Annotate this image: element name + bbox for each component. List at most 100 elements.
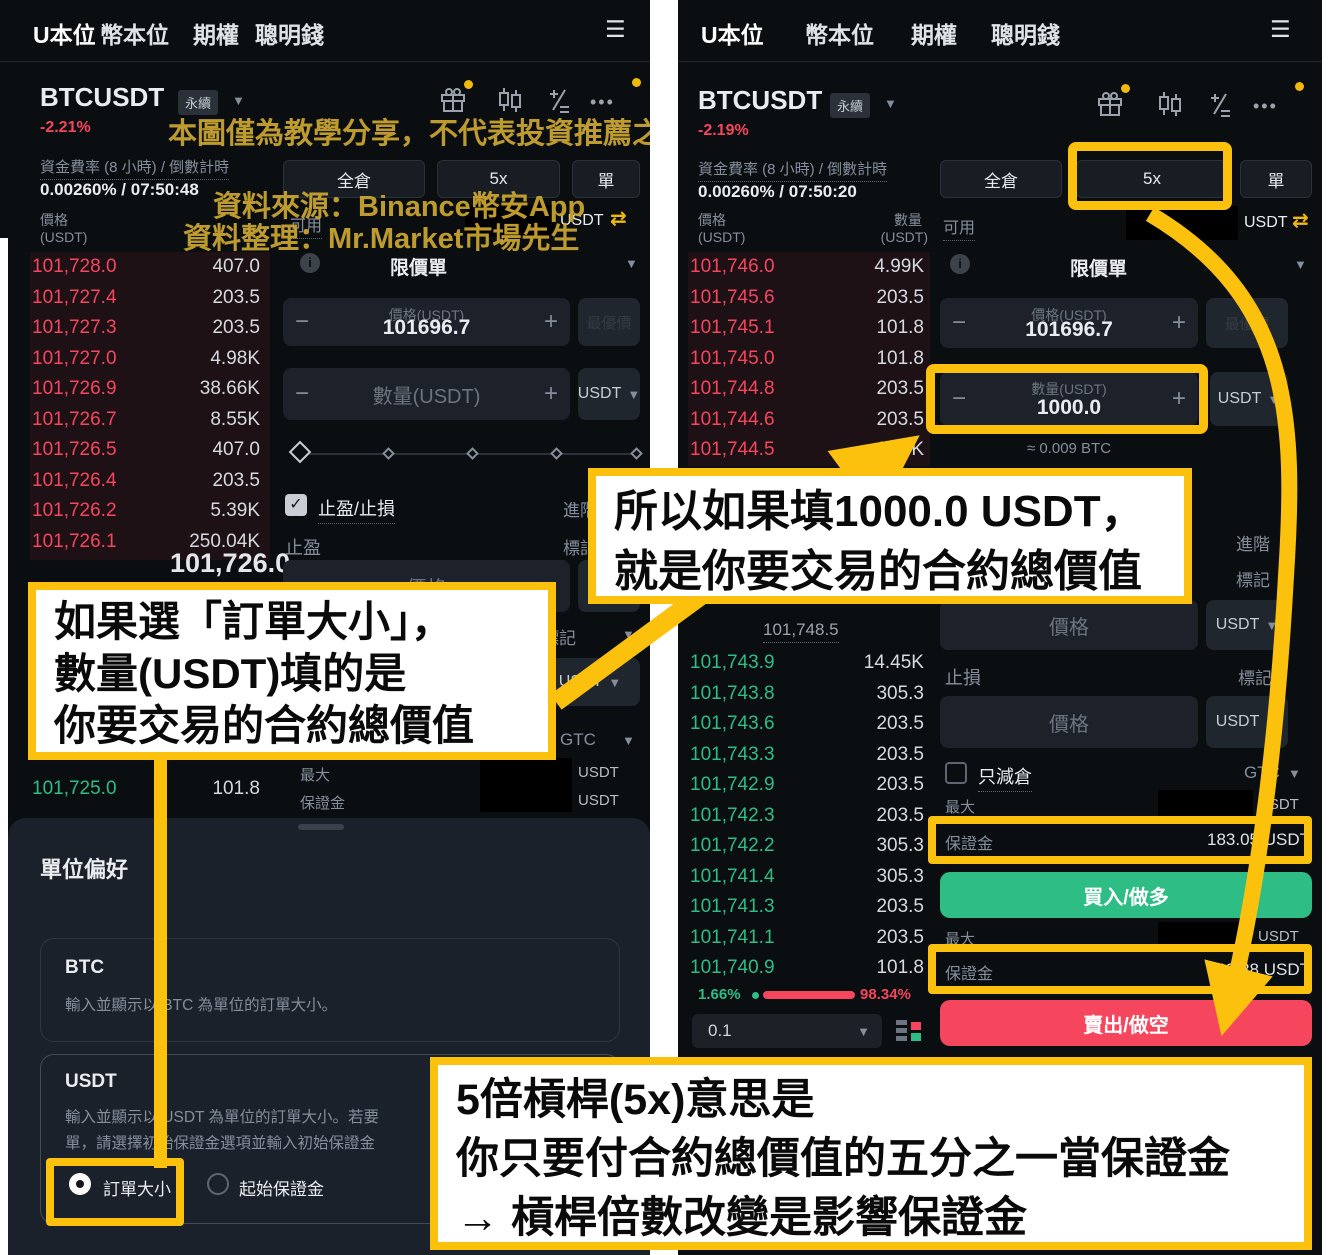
info-icon[interactable]: i <box>300 253 320 273</box>
sell-short-button[interactable]: 賣出/做空 <box>940 1000 1312 1046</box>
gift-icon[interactable] <box>438 86 468 119</box>
price-plus-button[interactable]: + <box>543 308 558 335</box>
tab-coin-m[interactable]: 幣本位 <box>805 22 874 48</box>
tab-smart-money[interactable]: 聰明錢 <box>991 22 1060 48</box>
gift-icon[interactable] <box>1095 90 1125 123</box>
tab-coin-m[interactable]: 幣本位 <box>100 22 169 48</box>
btc-option-card[interactable]: BTC 輸入並顯示以 BTC 為單位的訂單大小。 <box>40 938 620 1042</box>
ask-row[interactable]: 101,727.3 203.5 <box>32 317 260 339</box>
ask-row[interactable]: 101,726.2 5.39K <box>32 500 260 522</box>
slider-tick[interactable] <box>550 447 563 460</box>
margin-mode-button[interactable]: 全倉 <box>283 160 425 198</box>
tick-size-selector[interactable]: 0.1 ▼ <box>692 1014 882 1048</box>
reduce-only-checkbox[interactable] <box>945 762 967 784</box>
usdt-option-card[interactable]: USDT 輸入並顯示以 USDT 為單位的訂單大小。若要 單，請選擇初始保證金選… <box>40 1054 620 1224</box>
tab-usd-m[interactable]: U本位 <box>701 22 764 48</box>
bid-row[interactable]: 101,743.6 203.5 <box>690 713 924 735</box>
tp-mark-selector[interactable]: 標記 <box>1236 571 1270 590</box>
margin-buy-label[interactable]: 保證金 <box>945 830 994 857</box>
ask-row[interactable]: 101,727.0 4.98K <box>32 347 260 369</box>
price-input[interactable]: − 價格(USDT) 101696.7 + <box>940 298 1198 348</box>
ask-row[interactable]: 101,726.5 407.0 <box>32 439 260 461</box>
price-input[interactable]: − 價格(USDT) 101696.7 + <box>283 298 570 346</box>
ask-row[interactable]: 101,744.8 203.5 <box>690 378 924 400</box>
quantity-unit-selector[interactable]: USDT ▼ <box>578 368 640 420</box>
swap-icon[interactable]: ⇄ <box>610 208 627 230</box>
mark-price[interactable]: 101,748.5 <box>763 620 839 643</box>
ask-row[interactable]: 101,744.6 203.5 <box>690 408 924 430</box>
quantity-plus-button[interactable]: + <box>543 380 558 407</box>
symbol-title[interactable]: BTCUSDT <box>698 85 823 115</box>
quantity-input[interactable]: − 數量(USDT) + <box>283 368 570 420</box>
menu-icon[interactable]: ☰ <box>1270 16 1291 42</box>
ask-row[interactable]: 101,745.6 203.5 <box>690 286 924 308</box>
tab-smart-money[interactable]: 聰明錢 <box>255 22 324 48</box>
ask-row[interactable]: 101,746.0 4.99K <box>690 256 924 278</box>
tif-selector[interactable]: GTC <box>560 730 596 749</box>
last-price-button[interactable]: 最優價 <box>578 298 640 346</box>
order-size-radio-label[interactable]: 訂單大小 <box>103 1180 171 1199</box>
slider-tick[interactable] <box>382 447 395 460</box>
ask-row[interactable]: 101,726.9 38.66K <box>32 378 260 400</box>
tp-unit-selector[interactable]: USDT ▼ <box>1206 600 1288 650</box>
quantity-unit-selector[interactable]: USDT ▼ <box>1210 372 1288 426</box>
price-minus-button[interactable]: − <box>952 309 967 336</box>
bid-row[interactable]: 101,741.3 203.5 <box>690 896 924 918</box>
symbol-chevron-down-icon[interactable]: ▼ <box>232 93 245 108</box>
quantity-minus-button[interactable]: − <box>295 380 310 407</box>
more-icon[interactable]: ••• <box>590 92 615 112</box>
slider-tick[interactable] <box>630 447 643 460</box>
bid-row[interactable]: 101,740.9 101.8 <box>690 957 924 979</box>
margin-sell-label[interactable]: 保證金 <box>945 960 994 987</box>
modal-drag-handle[interactable] <box>298 824 344 830</box>
order-size-radio[interactable] <box>69 1173 91 1195</box>
ask-row[interactable]: 101,744.5 4.68K <box>690 439 924 461</box>
bid-row[interactable]: 101,743.3 203.5 <box>690 743 924 765</box>
initial-margin-radio[interactable] <box>207 1173 229 1195</box>
ask-row[interactable]: 101,745.0 101.8 <box>690 347 924 369</box>
tpsl-label[interactable]: 止盈/止損 <box>318 495 396 524</box>
funding-rate-label[interactable]: 資金費率 (8 小時) / 倒數計時 <box>698 158 888 182</box>
position-mode-button[interactable]: 單 <box>1240 160 1312 198</box>
funding-rate-label[interactable]: 資金費率 (8 小時) / 倒數計時 <box>40 156 230 180</box>
bid-row[interactable]: 101,743.8 305.3 <box>690 682 924 704</box>
sl-mark-selector[interactable]: 標記 <box>1238 669 1272 688</box>
symbol-title[interactable]: BTCUSDT <box>40 82 165 112</box>
slider-tick[interactable] <box>466 447 479 460</box>
advanced-selector[interactable]: 進階 <box>1236 535 1270 554</box>
available-label[interactable]: 可用 <box>290 212 323 239</box>
symbol-chevron-down-icon[interactable]: ▼ <box>884 96 897 111</box>
calculator-icon[interactable] <box>1206 90 1234 123</box>
tpsl-checkbox[interactable]: ✓ <box>285 494 307 516</box>
order-type-selector[interactable]: 限價單 <box>390 258 448 279</box>
ask-row[interactable]: 101,728.0 407.0 <box>32 256 260 278</box>
initial-margin-radio-label[interactable]: 起始保證金 <box>239 1180 324 1199</box>
order-type-selector[interactable]: 限價單 <box>1070 259 1128 280</box>
calculator-icon[interactable] <box>545 86 573 119</box>
leverage-button[interactable]: 5x <box>1076 160 1228 198</box>
quantity-plus-button[interactable]: + <box>1171 385 1186 412</box>
bid-row[interactable]: 101,742.3 203.5 <box>690 804 924 826</box>
orderbook-layout-icon[interactable] <box>894 1016 924 1051</box>
sl-price-input[interactable]: 價格 <box>940 696 1198 748</box>
available-label[interactable]: 可用 <box>943 214 976 241</box>
price-minus-button[interactable]: − <box>295 308 310 335</box>
margin-mode-button[interactable]: 全倉 <box>940 160 1062 198</box>
buy-long-button[interactable]: 買入/做多 <box>940 872 1312 918</box>
sl-unit-selector[interactable]: USDT ▼ <box>1206 696 1288 748</box>
ask-row[interactable]: 101,745.1 101.8 <box>690 317 924 339</box>
ask-row[interactable]: 101,726.4 203.5 <box>32 469 260 491</box>
tab-usd-m[interactable]: U本位 <box>33 22 96 48</box>
bid-row[interactable]: 101,743.9 14.45K <box>690 652 924 674</box>
candlestick-chart-icon[interactable] <box>1156 90 1184 123</box>
bid-row[interactable]: 101,742.9 203.5 <box>690 774 924 796</box>
menu-icon[interactable]: ☰ <box>605 16 626 42</box>
candlestick-chart-icon[interactable] <box>496 86 524 119</box>
swap-icon[interactable]: ⇄ <box>1292 210 1309 232</box>
leverage-button[interactable]: 5x <box>437 160 560 198</box>
quantity-minus-button[interactable]: − <box>952 385 967 412</box>
tp-price-input[interactable]: 價格 <box>940 600 1198 650</box>
slider-handle[interactable] <box>288 440 312 464</box>
tab-options[interactable]: 期權 <box>193 22 239 48</box>
last-price-button[interactable]: 最優價 <box>1206 298 1288 348</box>
